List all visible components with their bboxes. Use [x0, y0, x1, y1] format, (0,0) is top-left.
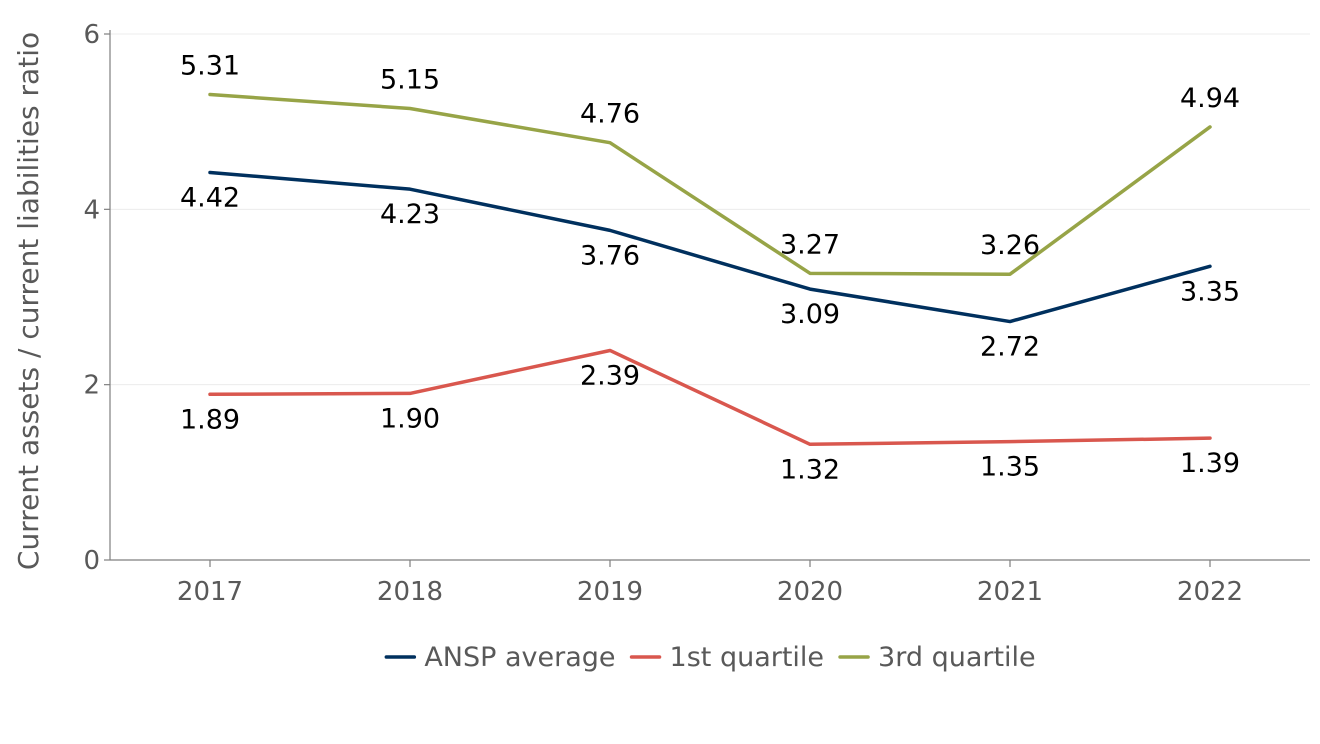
x-tick-label: 2022: [1177, 577, 1243, 607]
data-label: 3.09: [780, 299, 840, 330]
x-axis-ticks: 2017 2018 2019 2020 2021 2022: [177, 560, 1243, 607]
y-tick-label: 6: [83, 20, 100, 50]
y-axis-title: Current assets / current liabilities rat…: [12, 32, 45, 570]
series-line-3rd-quartile: [208, 92, 1212, 276]
y-tick-label: 2: [83, 371, 100, 401]
data-label: 4.76: [580, 99, 640, 130]
data-label: 4.94: [1180, 83, 1240, 114]
data-label: 5.31: [180, 50, 240, 81]
series-line-ansp-average: [208, 170, 1212, 324]
y-tick-label: 4: [83, 195, 100, 225]
data-label: 3.27: [780, 229, 840, 260]
series-line-1st-quartile: [208, 348, 1212, 447]
data-label: 4.42: [180, 183, 240, 214]
data-label: 1.32: [780, 454, 840, 485]
data-label: 3.76: [580, 240, 640, 271]
data-label: 4.23: [380, 199, 440, 230]
legend-label: 3rd quartile: [878, 642, 1036, 673]
data-label: 1.35: [980, 452, 1040, 483]
legend-label: ANSP average: [424, 642, 615, 673]
data-label: 1.39: [1180, 448, 1240, 479]
data-label: 2.39: [580, 360, 640, 391]
legend-item-1st-quartile: 1st quartile: [629, 642, 825, 673]
legend: ANSP average 1st quartile 3rd quartile: [384, 642, 1036, 673]
data-labels: 4.42 1.89 5.31 4.23 1.90 5.15 3.76 2.39 4.76 3.09…: [180, 50, 1240, 485]
x-tick-label: 2017: [177, 577, 243, 607]
y-tick-label: 0: [83, 546, 100, 576]
data-label: 3.35: [1180, 276, 1240, 307]
legend-label: 1st quartile: [670, 642, 825, 673]
data-label: 5.15: [380, 65, 440, 96]
legend-item-ansp-average: ANSP average: [384, 642, 616, 673]
data-label: 1.89: [180, 404, 240, 435]
x-tick-label: 2020: [777, 577, 843, 607]
x-tick-label: 2021: [977, 577, 1043, 607]
data-label: 2.72: [980, 332, 1040, 363]
legend-item-3rd-quartile: 3rd quartile: [838, 642, 1036, 673]
data-label: 1.90: [380, 403, 440, 434]
series-lines: [208, 92, 1212, 447]
x-tick-label: 2018: [377, 577, 443, 607]
x-tick-label: 2019: [577, 577, 643, 607]
data-label: 3.26: [980, 230, 1040, 261]
y-axis-ticks: 0 2 4 6: [83, 20, 110, 576]
